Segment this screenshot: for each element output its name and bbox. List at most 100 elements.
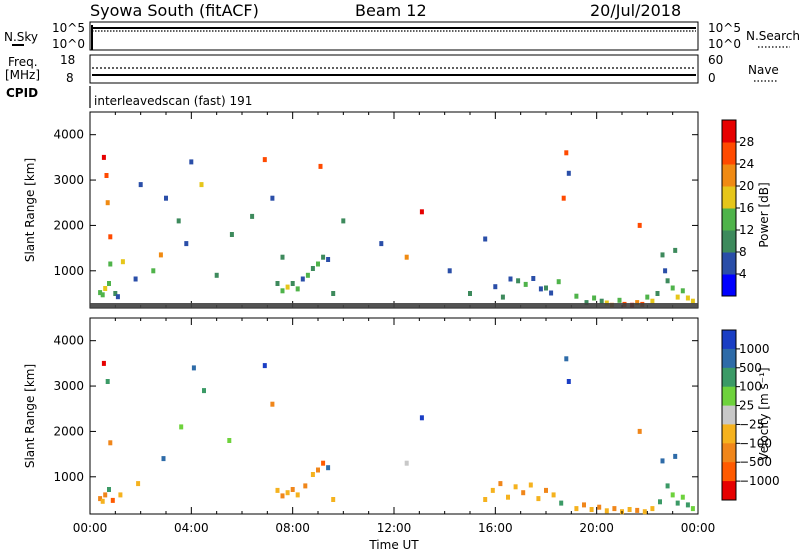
- power-y-tick-label: 1000: [53, 264, 84, 278]
- velocity-data-point: [673, 453, 678, 459]
- velocity-y-tick-label: 1000: [53, 470, 84, 484]
- power-data-point: [531, 276, 536, 281]
- velocity-data-point: [544, 487, 548, 493]
- power-colorbar-segment: [722, 186, 736, 209]
- power-data-point: [574, 293, 579, 299]
- velocity-colorbar-tick: −25: [739, 417, 764, 431]
- power-data-point: [280, 288, 285, 294]
- power-panel: 1000 2000 3000 4000 Slant Range [km] 4 8 12 16…: [23, 111, 771, 309]
- freq-right-tick-top: 60: [708, 53, 723, 67]
- velocity-colorbar-tick: 500: [739, 361, 762, 375]
- velocity-colorbar-tick: 1000: [739, 342, 770, 356]
- freq-right-tick-bottom: 0: [708, 71, 716, 85]
- velocity-points: [98, 356, 695, 515]
- power-data-point: [108, 234, 113, 240]
- power-data-point: [158, 252, 163, 258]
- power-data-point: [516, 278, 521, 284]
- power-data-point: [331, 291, 336, 296]
- velocity-data-point: [660, 458, 665, 464]
- power-data-point: [164, 195, 168, 201]
- velocity-y-ticks: 1000 2000 3000 4000: [53, 334, 698, 484]
- power-colorbar-segment: [722, 230, 736, 253]
- power-data-point: [107, 281, 111, 286]
- velocity-data-point: [582, 502, 586, 508]
- velocity-colorbar-segment: [722, 330, 736, 350]
- velocity-data-point: [536, 496, 541, 502]
- power-data-point: [508, 276, 513, 282]
- velocity-y-tick-label: 4000: [53, 334, 84, 348]
- velocity-data-point: [118, 492, 123, 498]
- power-data-point: [637, 222, 642, 228]
- nsky-left-tick-bottom: 10^0: [52, 37, 85, 51]
- power-data-point: [665, 278, 670, 284]
- velocity-data-point: [326, 465, 331, 471]
- x-tick-label: 00:00: [73, 521, 108, 535]
- power-data-point: [379, 241, 384, 247]
- velocity-data-point: [419, 415, 424, 421]
- power-data-point: [98, 290, 103, 296]
- power-data-point: [305, 272, 310, 278]
- freq-unit: [MHz]: [5, 68, 40, 82]
- power-colorbar-label: Power [dB]: [757, 182, 771, 247]
- x-tick-label: 08:00: [275, 521, 310, 535]
- velocity-data-point: [685, 502, 690, 508]
- power-data-point: [635, 300, 640, 306]
- velocity-y-tick-label: 3000: [53, 379, 84, 393]
- power-data-point: [483, 236, 488, 242]
- power-colorbar-tick: 28: [739, 135, 754, 149]
- velocity-data-point: [528, 482, 533, 488]
- velocity-data-point: [506, 494, 510, 500]
- freq-left-tick-top: 18: [60, 53, 75, 67]
- power-data-point: [584, 300, 589, 306]
- power-data-point: [617, 297, 622, 303]
- velocity-data-point: [310, 472, 315, 477]
- power-data-point: [189, 159, 194, 165]
- power-colorbar: 4 8 12 16 20 24 28: [721, 119, 754, 297]
- power-data-point: [326, 257, 331, 262]
- power-colorbar-segment: [722, 142, 736, 165]
- velocity-data-point: [551, 492, 556, 498]
- power-data-point: [100, 292, 105, 298]
- power-data-point: [285, 284, 290, 290]
- power-data-point: [318, 163, 323, 169]
- power-data-point: [295, 286, 300, 292]
- x-tick-label: 00:00: [681, 521, 716, 535]
- power-colorbar-tick: 20: [739, 179, 754, 193]
- power-y-tick-label: 4000: [53, 128, 84, 142]
- power-data-point: [316, 261, 320, 267]
- velocity-data-point: [101, 360, 106, 366]
- x-tick-label: 04:00: [174, 521, 209, 535]
- velocity-colorbar-segment: [722, 405, 736, 425]
- power-data-point: [566, 170, 571, 176]
- velocity-x-ticks: 00:00 04:00 08:00 12:00 16:00 20:00 00:00: [73, 318, 716, 535]
- power-data-point: [300, 276, 305, 282]
- velocity-data-point: [642, 509, 647, 515]
- power-data-point: [310, 266, 315, 271]
- velocity-colorbar-tick: −100: [739, 436, 772, 450]
- power-data-point: [115, 294, 120, 300]
- velocity-data-point: [680, 494, 685, 500]
- velocity-data-point: [161, 456, 166, 462]
- velocity-data-point: [280, 493, 285, 499]
- velocity-colorbar-tick: −500: [739, 455, 772, 469]
- velocity-data-point: [589, 507, 594, 512]
- power-data-point: [419, 209, 424, 215]
- velocity-data-point: [690, 506, 695, 512]
- power-data-point: [280, 254, 285, 260]
- power-data-point: [592, 295, 597, 301]
- power-data-point: [151, 268, 156, 274]
- nsearch-label: N.Search: [746, 29, 800, 43]
- power-data-point: [663, 268, 668, 274]
- power-colorbar-tick: 24: [739, 157, 754, 171]
- power-ground-scatter-band: [90, 303, 698, 308]
- power-data-point: [176, 218, 181, 224]
- power-data-point: [650, 298, 655, 304]
- velocity-data-point: [316, 467, 320, 473]
- power-data-point: [103, 286, 108, 291]
- velocity-data-point: [483, 497, 488, 502]
- nsky-label: N.Sky: [4, 30, 38, 44]
- velocity-data-point: [285, 490, 290, 496]
- power-y-tick-label: 2000: [53, 218, 84, 232]
- power-data-point: [133, 276, 138, 282]
- power-data-point: [673, 247, 678, 253]
